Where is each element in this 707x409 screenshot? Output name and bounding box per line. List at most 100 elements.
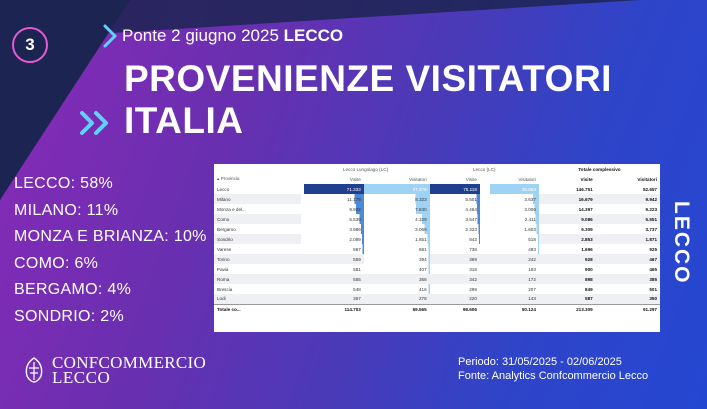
footer-info: Periodo: 31/05/2025 - 02/06/2025 Fonte: … — [458, 355, 648, 383]
table-row: Varese 967 681 738 483 1.696 925 — [214, 244, 660, 254]
value-cell: 587 — [538, 294, 596, 304]
value-cell: 407 — [363, 264, 430, 274]
value-cell: 146.751 — [576, 186, 593, 192]
value-cell: 501 — [649, 286, 657, 292]
value-cell: 518 — [479, 234, 539, 244]
sort-icon: ▴ — [217, 176, 221, 181]
column-header[interactable]: Visite — [465, 176, 477, 182]
value-cell: 681 — [363, 244, 430, 254]
province-cell: Como — [214, 214, 302, 224]
value-cell: 75.118 — [429, 184, 480, 194]
column-header[interactable]: ▴ Provincia — [214, 174, 301, 184]
value-cell: 242 — [479, 254, 539, 264]
column-header[interactable]: Visitatori — [409, 176, 427, 182]
table-row: Torino 559 394 369 242 928 467 — [214, 254, 660, 264]
logo-emblem-icon — [25, 357, 43, 383]
value-cell: 366 — [363, 274, 430, 284]
value-cell: 5.539 — [301, 214, 364, 224]
value-cell: 220 — [429, 294, 480, 304]
value-cell: 369 — [429, 254, 480, 264]
total-value-cell: 91.297 — [595, 303, 660, 314]
value-cell: 350 — [595, 294, 660, 304]
value-cell: 7.840 — [363, 204, 430, 214]
column-header[interactable]: Visitatori — [637, 176, 657, 182]
stat-item: COMO: 6% — [14, 254, 99, 272]
value-cell: 967 — [301, 244, 364, 254]
total-value-cell: 98.606 — [429, 303, 480, 314]
group-header-row: Lecco Lungolago (LC) Lecco (LC) Totale c… — [214, 164, 660, 174]
period-text: Periodo: 31/05/2025 - 02/06/2025 — [458, 356, 622, 368]
value-cell: 4.464 — [429, 204, 480, 214]
slide-number-badge: 3 — [12, 27, 48, 63]
value-cell: 2.323 — [429, 224, 480, 234]
province-cell: Pavia — [217, 266, 229, 272]
column-header[interactable]: Visitatori — [518, 176, 536, 182]
value-cell: 4.329 — [363, 214, 430, 224]
value-cell: 900 — [585, 266, 593, 272]
province-cell: Roma — [214, 274, 302, 284]
total-value-cell: 213.309 — [538, 303, 596, 314]
value-cell: 1.696 — [581, 246, 593, 252]
value-cell: 559 — [301, 254, 364, 264]
province-cell: Monza e del... — [217, 206, 246, 212]
chevron-right-icon — [103, 24, 117, 48]
value-cell: 172 — [479, 274, 539, 284]
value-cell: 37.278 — [363, 184, 430, 194]
province-cell: Brescia — [217, 286, 233, 292]
source-text: Fonte: Analytics Confcommercio Lecco — [458, 370, 649, 382]
value-cell: 3.737 — [645, 226, 658, 232]
value-cell: 555 — [301, 274, 364, 284]
title-line-1: PROVENIENZE VISITATORI — [124, 58, 612, 99]
slide-subtitle: Ponte 2 giugno 2025 LECCO — [122, 26, 343, 46]
value-cell: 1.871 — [595, 234, 660, 244]
province-cell: Torino — [214, 254, 302, 264]
value-cell: 8.323 — [363, 194, 430, 204]
value-cell: 925 — [649, 246, 657, 252]
double-chevron-right-icon — [80, 111, 108, 135]
table-row: Monza e del... 9.932 7.840 4.464 3.006 14.397… — [214, 204, 660, 214]
value-cell: 928 — [538, 254, 596, 264]
value-cell: 342 — [429, 274, 480, 284]
value-cell: 6.309 — [581, 226, 593, 232]
value-cell: 5.501 — [429, 194, 480, 204]
value-cell: 9.942 — [595, 194, 660, 204]
total-value-cell: 114.703 — [301, 303, 364, 314]
group-header-empty — [214, 164, 301, 174]
value-cell: 367 — [301, 294, 364, 304]
confcommercio-logo: CONFCOMMERCIO LECCO — [22, 354, 206, 387]
value-cell: 467 — [595, 254, 660, 264]
province-cell: Sondrio — [214, 234, 302, 244]
visitors-table: Lecco Lungolago (LC) Lecco (LC) Totale c… — [214, 164, 660, 314]
value-cell: 71.333 — [301, 184, 364, 194]
value-cell: 278 — [363, 294, 430, 304]
group-header: Totale complessivo — [578, 166, 621, 172]
top-band-shape — [0, 0, 640, 40]
total-label-cell: Totale co... — [214, 303, 302, 314]
province-cell: Varese — [217, 246, 232, 252]
value-cell: 16.679 — [538, 194, 596, 204]
table-row: Lecco 71.333 37.278 75.118 30.883 146.751 52.6… — [214, 184, 660, 194]
column-header[interactable]: Visite — [349, 176, 361, 182]
value-cell: 416 — [363, 284, 430, 294]
value-cell: 2.411 — [479, 214, 539, 224]
total-value-cell: 50.124 — [479, 303, 539, 314]
value-cell: 394 — [363, 254, 430, 264]
province-cell: Lodi — [214, 294, 302, 304]
value-cell: 1.651 — [363, 234, 430, 244]
value-cell: 548 — [353, 286, 361, 292]
province-cell: Bergamo — [217, 226, 236, 232]
value-cell: 2.089 — [301, 234, 364, 244]
column-header[interactable]: Visite — [580, 176, 593, 182]
value-cell: 465 — [649, 266, 657, 272]
value-cell: 9.086 — [538, 214, 596, 224]
logo-line-2: LECCO — [52, 368, 111, 387]
value-cell: 30.883 — [479, 184, 539, 194]
value-cell: 849 — [585, 286, 593, 292]
value-cell: 52.657 — [642, 186, 657, 192]
province-cell: Lecco — [217, 186, 230, 192]
value-cell: 2.853 — [538, 234, 596, 244]
table-row: Bergamo 3.986 3.069 2.323 1.603 6.309 3.737 — [214, 224, 660, 234]
table-row: Lodi 367 278 220 143 587 350 — [214, 294, 660, 304]
stat-item: BERGAMO: 4% — [14, 281, 132, 298]
table-row: Roma 555 366 342 172 898 385 — [214, 274, 660, 284]
